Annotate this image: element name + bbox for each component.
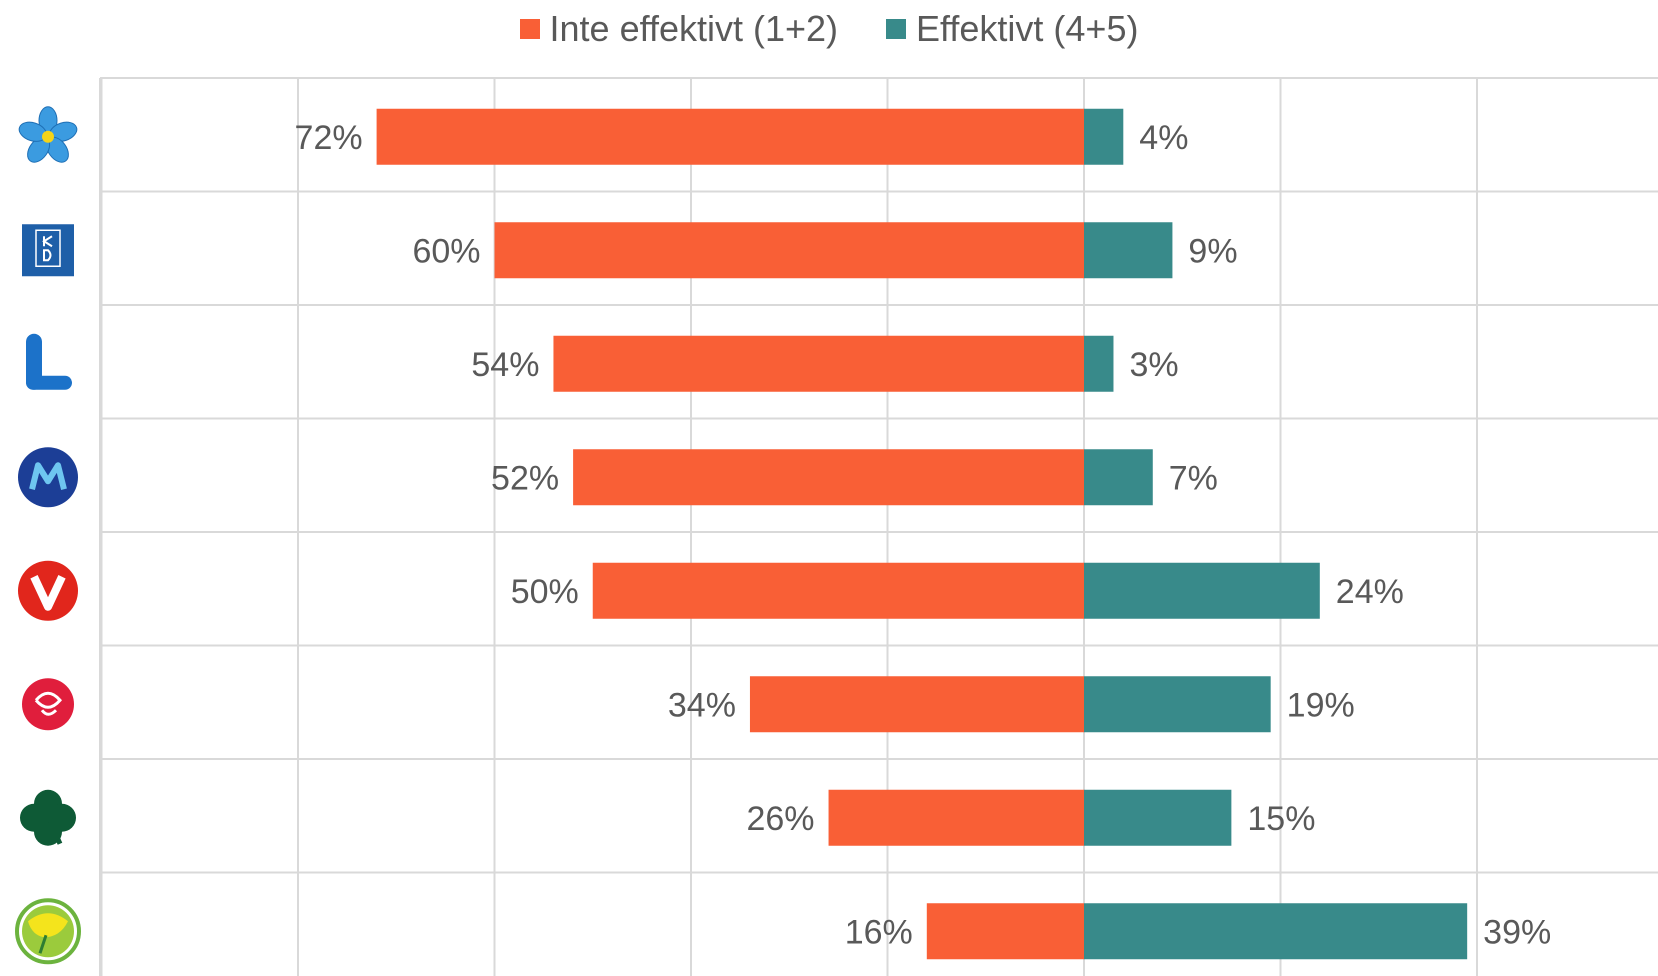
v-logo-letter: [30, 575, 66, 611]
legend-label-positive: Effektivt (4+5): [916, 8, 1139, 49]
bar-negative-c: [828, 789, 1084, 846]
data-label: 24%: [1336, 573, 1404, 611]
m-logo-letter: [29, 462, 67, 490]
data-label: 52%: [491, 459, 559, 497]
c-clover-stem: [47, 820, 63, 845]
bar-positive-c: [1084, 789, 1232, 846]
m-logo-icon: [18, 447, 78, 508]
bar-positive-s: [1084, 676, 1271, 733]
data-label: 26%: [746, 800, 814, 838]
kd-logo-icon: [22, 224, 74, 277]
bar-negative-sd: [376, 108, 1085, 165]
bar-negative-s: [749, 676, 1084, 733]
data-labels: 72% 4% 60% 9% 54% 3% 52% 7% 50% 24% 34% 19% 26% 15% 16…: [295, 119, 1552, 952]
bar-negative-v: [592, 562, 1084, 619]
legend-swatch-negative: [519, 19, 540, 39]
c-clover-icon: [20, 789, 76, 846]
c-clover-leaf: [20, 803, 48, 832]
kd-logo-letter-k-arms: [42, 235, 53, 248]
data-label: 34%: [668, 686, 736, 724]
l-logo-base: [26, 375, 72, 390]
sd-flower-icon: [16, 106, 80, 167]
data-label: 50%: [511, 573, 579, 611]
kd-logo-letter-d: [43, 249, 52, 262]
category-icons: [15, 106, 81, 965]
mp-dandelion-flower: [28, 913, 68, 938]
s-rose-petals: [34, 691, 62, 716]
legend-label-negative: Inte effektivt (1+2): [549, 8, 839, 49]
v-logo-icon: [18, 560, 78, 621]
bar-negative-kd: [494, 222, 1084, 279]
bar-positive-v: [1084, 562, 1320, 619]
data-label: 4%: [1139, 119, 1188, 157]
data-label: 7%: [1169, 459, 1218, 497]
bars: [376, 108, 1468, 960]
data-label: 72%: [295, 119, 363, 157]
data-label: 3%: [1129, 346, 1178, 384]
bar-positive-sd: [1084, 108, 1124, 165]
v-logo-circle: [18, 560, 78, 621]
bar-positive-mp: [1084, 903, 1468, 960]
s-rose-bloom: [22, 678, 74, 731]
legend: Inte effektivt (1+2) Effektivt (4+5): [0, 4, 1658, 54]
bar-negative-l: [553, 335, 1084, 392]
mp-dandelion-icon: [15, 898, 81, 965]
data-label: 16%: [845, 913, 913, 951]
data-label: 9%: [1188, 232, 1237, 270]
bar-positive-m: [1084, 449, 1153, 506]
data-label: 19%: [1287, 686, 1355, 724]
bar-negative-m: [573, 449, 1084, 506]
data-label: 39%: [1483, 913, 1551, 951]
mp-dandelion-stem: [38, 934, 48, 954]
legend-item-negative: Inte effektivt (1+2): [519, 8, 839, 50]
bar-negative-mp: [926, 903, 1084, 960]
bar-positive-l: [1084, 335, 1114, 392]
bar-positive-kd: [1084, 222, 1173, 279]
l-logo-icon: [26, 333, 72, 390]
kd-logo-frame: [35, 229, 61, 267]
data-label: 60%: [412, 232, 480, 270]
data-label: 15%: [1247, 800, 1315, 838]
legend-swatch-positive: [886, 19, 907, 39]
legend-item-positive: Effektivt (4+5): [886, 8, 1138, 50]
s-rose-icon: [22, 678, 74, 731]
sd-flower-shape: [16, 106, 80, 167]
data-label: 54%: [471, 346, 539, 384]
